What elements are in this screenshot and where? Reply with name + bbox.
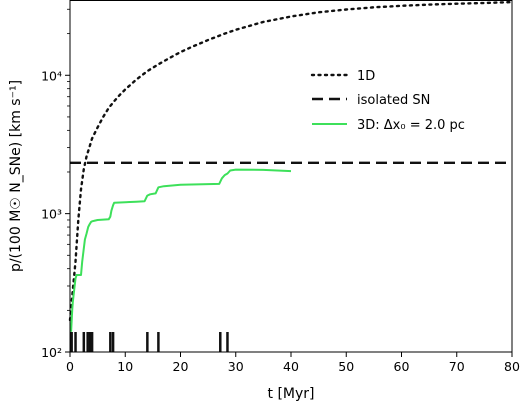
legend-label-isolated-sn: isolated SN [357, 93, 430, 108]
x-tick-label: 0 [66, 359, 74, 374]
y-tick-label: 10⁴ [41, 68, 62, 83]
series-line-0 [68, 0, 514, 322]
legend: 1D isolated SN 3D: Δx₀ = 2.0 pc [310, 69, 465, 133]
x-tick-label: 20 [173, 359, 189, 374]
y-tick-labels: 10² 10³ 10⁴ [41, 68, 62, 360]
axis-ticks [65, 8, 513, 357]
x-tick-label: 50 [338, 359, 354, 374]
sn-event-markers [70, 332, 229, 352]
y-axis-label: p/(100 M☉ N_SNe) [km s⁻¹] [8, 80, 24, 272]
series-line-2 [70, 168, 292, 332]
x-tick-label: 10 [117, 359, 133, 374]
series-lines [68, 0, 514, 332]
legend-label-1d: 1D [357, 69, 375, 84]
x-tick-label: 30 [228, 359, 244, 374]
x-tick-labels: 0 10 20 30 40 50 60 70 80 [66, 359, 520, 374]
y-tick-label: 10² [41, 345, 62, 360]
y-tick-label: 10³ [41, 207, 62, 222]
legend-label-3d: 3D: Δx₀ = 2.0 pc [357, 118, 465, 133]
plot-frame [69, 0, 513, 353]
x-tick-label: 80 [504, 359, 520, 374]
x-tick-label: 60 [394, 359, 410, 374]
x-tick-label: 40 [283, 359, 299, 374]
x-axis-label: t [Myr] [268, 386, 315, 402]
x-tick-label: 70 [449, 359, 465, 374]
